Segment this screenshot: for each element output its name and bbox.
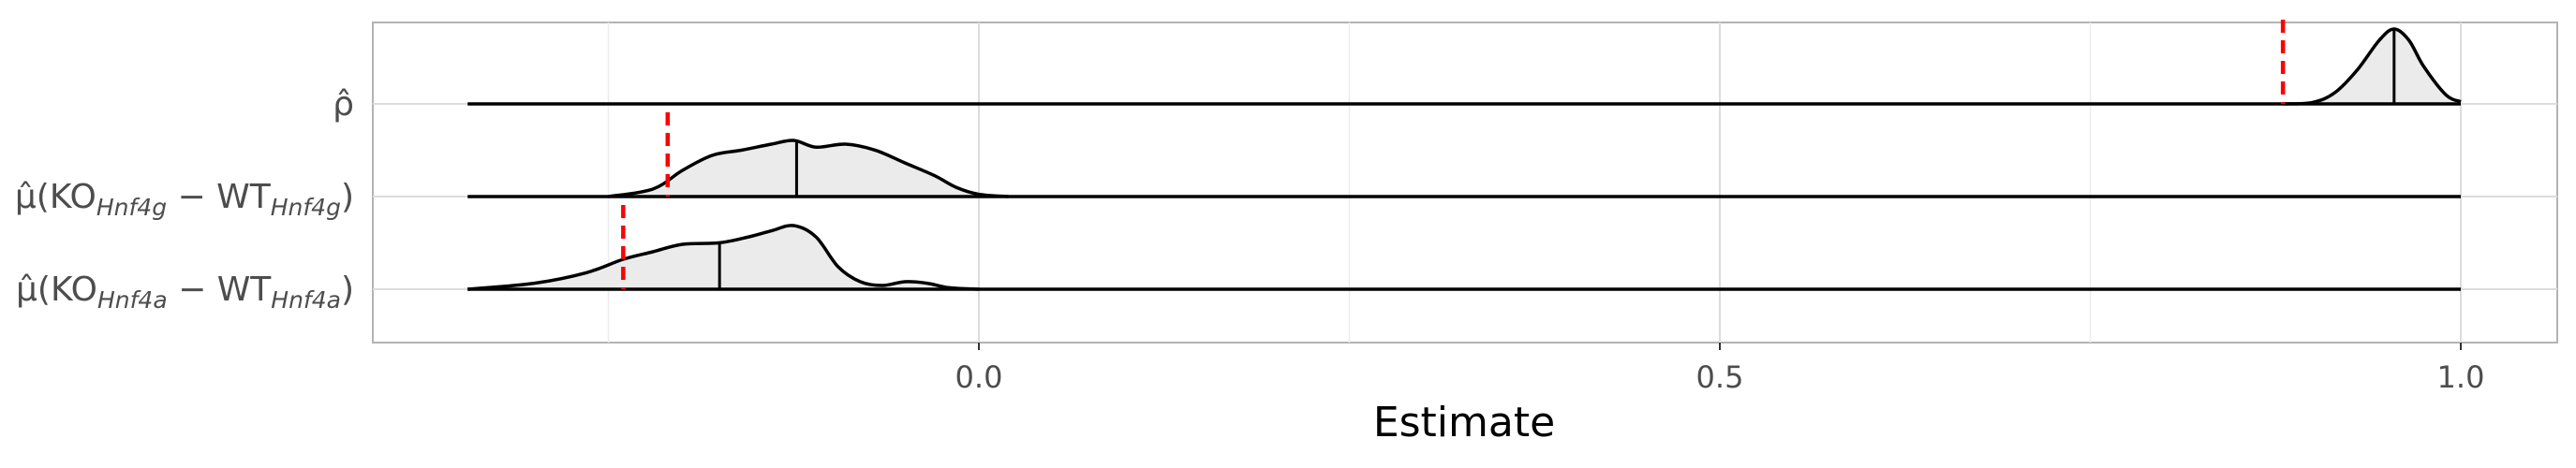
density-fill [2283,29,2461,104]
density-curve [608,139,1009,198]
y-tick-label: μ̂(KOHnf4g − WTHnf4g) [15,178,354,221]
reference-lines [621,20,2286,289]
density-curve [2283,27,2462,106]
x-tick-label: 1.0 [2437,359,2485,395]
density-fill [608,139,1009,197]
ridge-row [467,27,2462,106]
y-tick-label: ρ̂ [333,85,354,124]
x-axis-title: Estimate [1373,399,1555,446]
ridge-row [467,139,2461,198]
density-curve [467,224,980,291]
ridge-row [467,224,2461,291]
density-ridges [467,27,2462,291]
y-tick-label: μ̂(KOHnf4a − WTHnf4a) [16,271,354,314]
y-axis-labels: ρ̂ μ̂(KOHnf4g − WTHnf4g) μ̂(KOHnf4a − WTHn… [15,85,354,314]
density-fill [467,225,980,289]
x-tick-label: 0.5 [1696,359,1744,395]
x-tick-label: 0.0 [955,359,1003,395]
x-axis-ticks: 0.0 0.5 1.0 [955,343,2485,395]
